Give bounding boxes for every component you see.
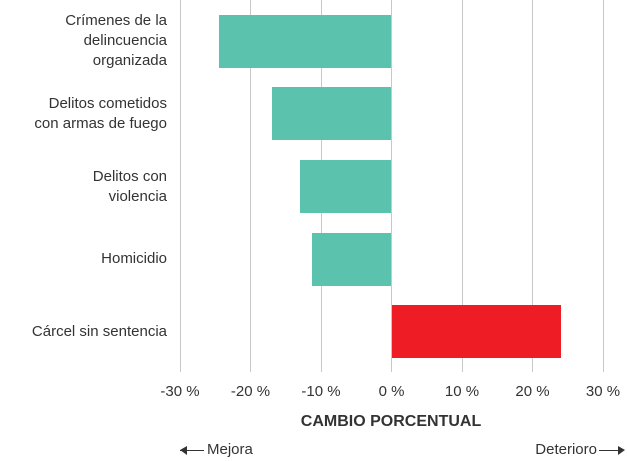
bar (391, 305, 562, 359)
bar (219, 14, 392, 68)
bar (311, 232, 392, 286)
grid-line (391, 0, 392, 372)
x-tick-label: 10 % (444, 383, 480, 400)
bar (299, 160, 392, 213)
category-label: Homicidio (101, 250, 167, 268)
annotation-deterioro: Deterioro (535, 441, 597, 458)
x-tick-label: 0 % (378, 383, 405, 400)
arrow-left-head (180, 446, 187, 455)
grid-line (179, 0, 181, 372)
grid-line (250, 0, 251, 372)
arrow-right (599, 450, 619, 451)
grid-line (602, 0, 604, 372)
x-tick-label: -30 % (160, 383, 200, 400)
x-tick-label: 30 % (585, 383, 621, 400)
x-axis-label: CAMBIO PORCENTUAL (300, 413, 482, 430)
category-label: Delitos cometidos con armas de fuego (34, 94, 167, 132)
grid-line (461, 0, 463, 372)
x-tick-label: -10 % (301, 383, 341, 400)
arrow-left (180, 450, 204, 451)
x-tick-label: 20 % (515, 383, 550, 400)
arrow-right-head (618, 446, 625, 455)
category-label: Delitos con violencia (92, 167, 167, 205)
annotation-mejora: Mejora (207, 441, 253, 458)
category-label: Crímenes de la delincuencia organizada (65, 12, 167, 70)
x-tick-label: -20 % (230, 383, 271, 400)
category-label: Cárcel sin sentencia (31, 322, 167, 340)
grid-line (532, 0, 533, 372)
bar (272, 87, 392, 141)
